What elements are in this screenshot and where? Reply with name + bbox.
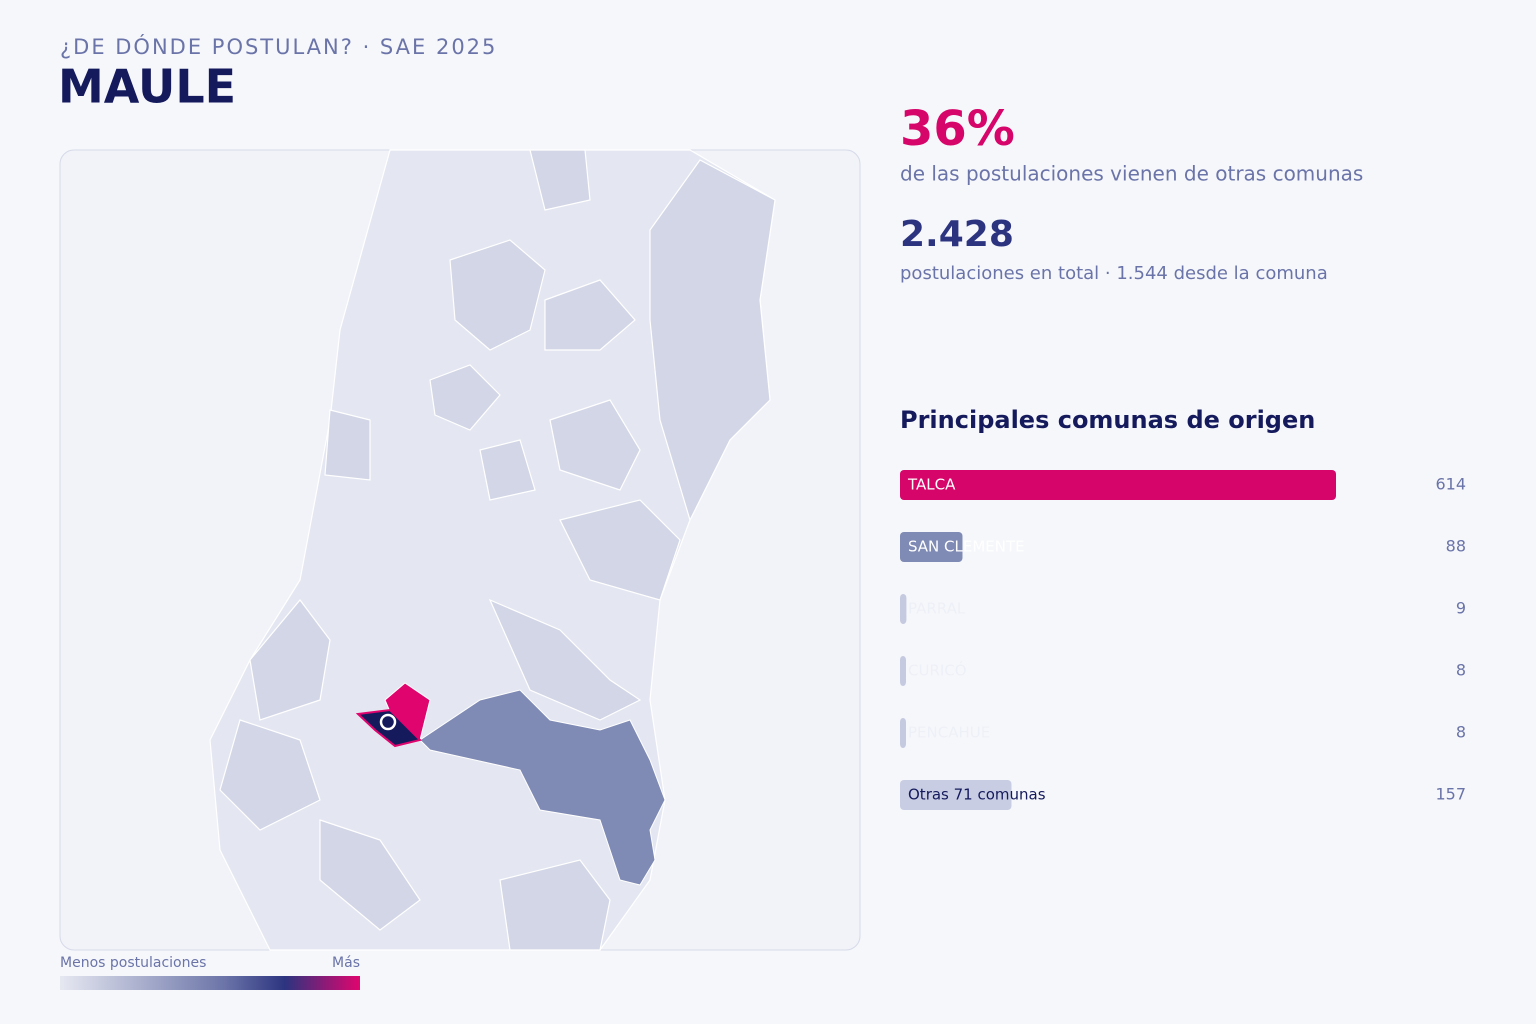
bar	[900, 470, 1336, 500]
stat-label: de las postulaciones vienen de otras com…	[900, 162, 1363, 186]
value-label: 157	[1435, 785, 1466, 804]
commune	[319, 819, 421, 931]
value-label: 8	[1456, 723, 1466, 742]
bar	[900, 594, 907, 624]
chart-title: Principales comunas de origen	[900, 406, 1315, 434]
bar-chart: TALCA 614 SAN CLEMENTE 88 PARRAL 9 CURICÓ 8 PENC…	[900, 470, 1466, 810]
legend-low: Menos postulaciones	[60, 955, 206, 971]
commune	[479, 439, 536, 501]
legend-high: Más	[332, 955, 360, 971]
bar	[900, 656, 906, 686]
bar	[900, 780, 1012, 810]
commune	[429, 364, 501, 431]
stat-label: postulaciones en total · 1.544 desde la …	[900, 263, 1328, 284]
commune	[219, 719, 321, 831]
commune	[529, 149, 591, 211]
bar-label: PENCAHUE	[908, 724, 990, 742]
bar-label: SAN CLEMENTE	[908, 538, 1025, 556]
value-label: 88	[1446, 537, 1466, 556]
commune	[324, 409, 371, 481]
commune	[559, 499, 681, 601]
legend-gradient	[60, 976, 360, 990]
bar	[900, 718, 906, 748]
region-title: MAULE	[58, 60, 236, 114]
kicker: ¿DE DÓNDE POSTULAN? · SAE 2025	[60, 34, 497, 59]
commune	[488, 598, 642, 721]
value-label: 614	[1435, 475, 1466, 494]
stat-value: 2.428	[900, 214, 1014, 255]
commune	[549, 399, 641, 491]
bar	[900, 532, 963, 562]
map	[59, 149, 861, 951]
bar-label: TALCA	[907, 476, 956, 494]
commune	[499, 859, 611, 951]
commune	[449, 239, 546, 351]
commune	[649, 159, 776, 522]
value-label: 8	[1456, 661, 1466, 680]
location-pin	[379, 713, 397, 731]
bar-label: Otras 71 comunas	[908, 786, 1046, 804]
bar-label: PARRAL	[908, 600, 966, 618]
value-label: 9	[1456, 599, 1466, 618]
commune	[249, 599, 331, 721]
bar-label: CURICÓ	[908, 661, 967, 680]
commune	[544, 279, 636, 351]
commune-highlight	[419, 689, 666, 886]
stat-value: 36%	[900, 101, 1015, 157]
